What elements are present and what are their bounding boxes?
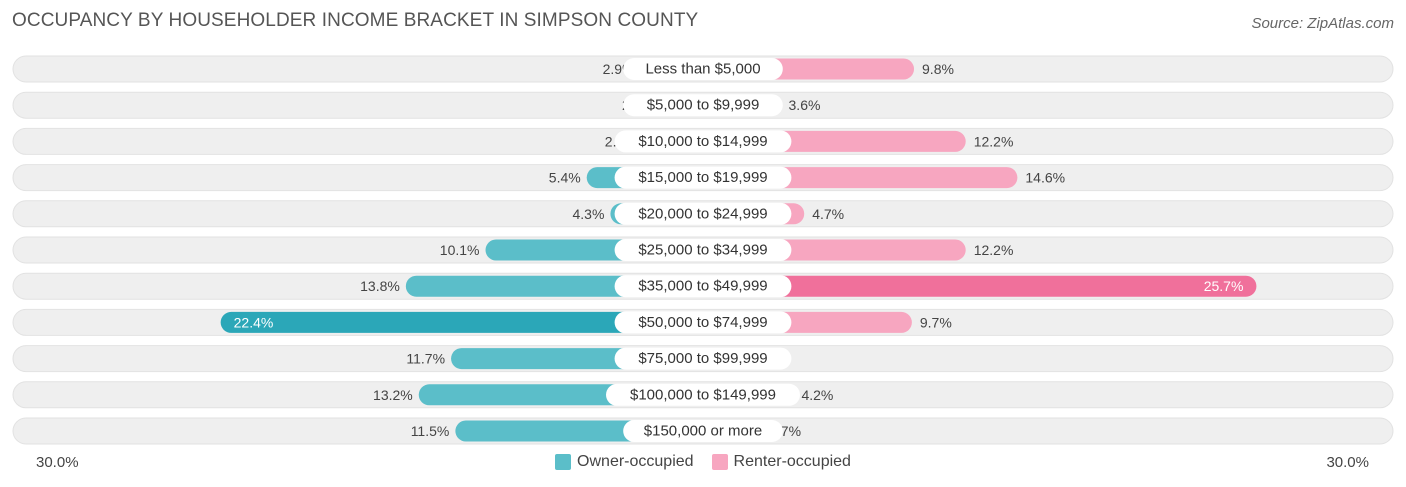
owner-value-label: 4.3% [572,206,604,222]
category-pill [614,311,792,334]
category-label: $20,000 to $24,999 [638,205,767,222]
category-label: $5,000 to $9,999 [647,97,760,114]
renter-value-label: 25.7% [1204,278,1244,294]
legend-owner-label: Owner-occupied [577,453,694,470]
category-pill [623,420,783,442]
category-label: $35,000 to $49,999 [638,278,767,295]
owner-value-label: 10.1% [440,242,480,258]
renter-value-label: 4.2% [801,387,833,403]
owner-bar [220,311,704,333]
category-label: Less than $5,000 [645,61,760,78]
category-label: $15,000 to $19,999 [638,169,767,186]
owner-value-label: 13.2% [373,387,413,403]
renter-value-label: 12.2% [974,133,1014,149]
category-pill [614,239,792,261]
legend-owner: Owner-occupied [555,453,694,471]
chart-title: OCCUPANCY BY HOUSEHOLDER INCOME BRACKET … [12,10,699,31]
legend: Owner-occupied Renter-occupied [0,453,1406,471]
owner-value-label: 22.4% [234,314,274,330]
category-pill [606,383,800,406]
category-pill [623,94,783,117]
owner-swatch [555,454,572,470]
owner-value-label: 11.7% [406,351,445,367]
category-label: $150,000 or more [644,423,762,440]
category-pill [614,347,792,370]
category-label: $10,000 to $14,999 [638,133,767,150]
source-label: Source: ZipAtlas.com [1251,15,1394,32]
renter-swatch [711,454,728,470]
category-pill [623,58,783,80]
renter-value-label: 14.6% [1025,170,1065,186]
renter-value-label: 9.7% [920,314,952,330]
category-label: $75,000 to $99,999 [638,350,767,367]
legend-renter-label: Renter-occupied [733,453,851,470]
renter-value-label: 9.8% [922,61,954,77]
renter-bar [703,275,1257,297]
category-pill [614,202,792,225]
category-pill [614,130,792,153]
category-pill [614,166,792,189]
category-label: $100,000 to $149,999 [630,386,776,403]
renter-value-label: 4.7% [812,206,844,222]
renter-value-label: 3.6% [789,97,821,113]
owner-value-label: 11.5% [411,423,450,439]
axis-left-label: 30.0% [36,454,79,471]
owner-value-label: 5.4% [549,170,581,186]
legend-renter: Renter-occupied [711,453,851,471]
axis-right-label: 30.0% [1326,454,1369,471]
owner-value-label: 13.8% [360,278,400,294]
category-label: $50,000 to $74,999 [638,314,767,331]
category-label: $25,000 to $34,999 [638,242,767,259]
category-pill [614,275,792,298]
renter-value-label: 12.2% [974,242,1014,258]
